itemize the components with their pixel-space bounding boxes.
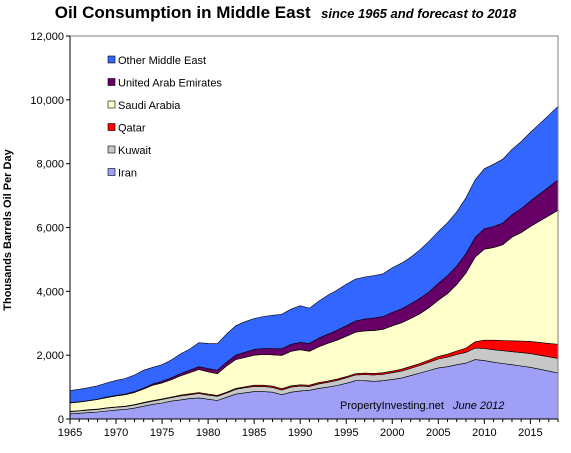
y-axis-label: Thousands Barrels Oil Per Day — [2, 148, 14, 310]
legend-label-other-middle-east: Other Middle East — [118, 55, 206, 67]
source-date: June 2012 — [452, 400, 504, 412]
y-tick-label: 0 — [58, 414, 64, 426]
x-tick-label: 2015 — [518, 427, 542, 439]
x-tick-label: 2005 — [426, 427, 450, 439]
y-tick-label: 2,000 — [36, 350, 64, 362]
x-tick-label: 2000 — [380, 427, 404, 439]
y-tick-label: 10,000 — [30, 95, 64, 107]
legend-swatch-iran — [107, 168, 116, 176]
area-series-group — [69, 36, 559, 420]
legend-swatch-qatar — [107, 123, 116, 131]
x-tick-label: 1970 — [104, 427, 128, 439]
source-site: PropertyInvesting.net — [340, 400, 444, 412]
legend-label-kuwait: Kuwait — [118, 145, 151, 157]
y-tick-label: 8,000 — [36, 159, 64, 171]
legend-label-qatar: Qatar — [118, 123, 146, 135]
legend-swatch-kuwait — [107, 145, 116, 154]
legend-swatch-other-middle-east — [107, 55, 116, 64]
y-tick-label: 12,000 — [30, 31, 64, 43]
legend-swatch-united-arab-emirates — [107, 78, 116, 86]
chart-title-block: Oil Consumption in Middle East since 196… — [0, 3, 571, 23]
legend-label-iran: Iran — [118, 168, 137, 180]
legend-label-saudi-arabia: Saudi Arabia — [118, 100, 181, 112]
legend-label-united-arab-emirates: United Arab Emirates — [118, 78, 222, 90]
chart-title: Oil Consumption in Middle East — [54, 3, 311, 22]
legend: Other Middle East United Arab Emirates Sau… — [107, 55, 222, 180]
legend-swatch-saudi-arabia — [107, 100, 116, 109]
x-tick-label: 1985 — [242, 427, 266, 439]
x-tick-label: 1995 — [334, 427, 358, 439]
x-tick-label: 1965 — [58, 427, 82, 439]
x-tick-label: 2010 — [472, 427, 496, 439]
y-tick-label: 6,000 — [36, 223, 64, 235]
chart-subtitle: since 1965 and forecast to 2018 — [321, 6, 517, 21]
source-annotation: PropertyInvesting.net June 2012 — [340, 400, 504, 412]
x-tick-label: 1990 — [288, 427, 312, 439]
x-tick-label: 1975 — [150, 427, 174, 439]
axes-group: 0 2,000 4,000 6,000 8,000 10,000 12,000 1965 197… — [30, 31, 559, 439]
x-tick-label: 1980 — [196, 427, 220, 439]
y-tick-label: 4,000 — [36, 286, 64, 298]
